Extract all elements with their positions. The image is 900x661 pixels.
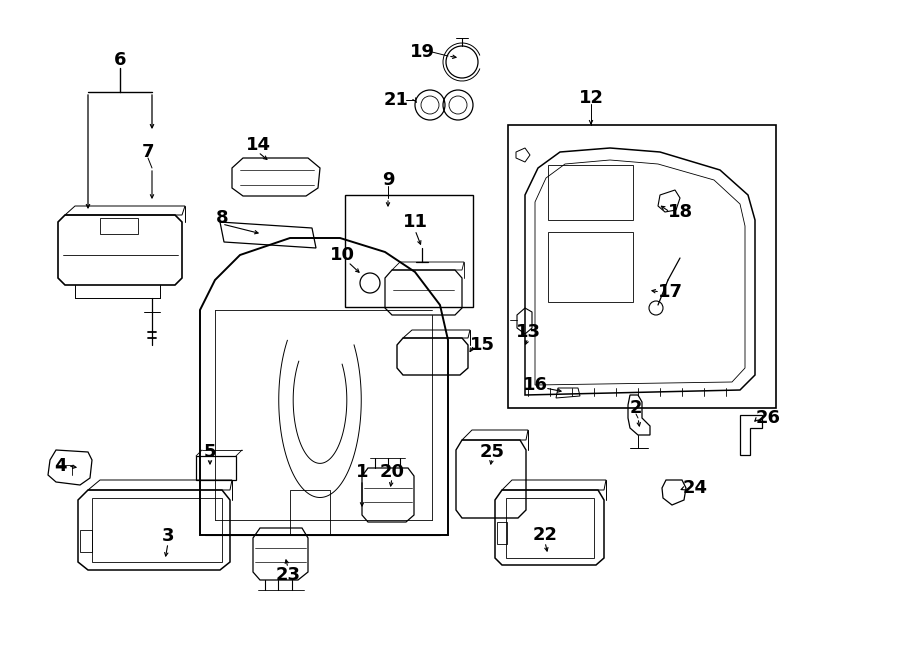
Text: 26: 26 (755, 409, 780, 427)
Bar (497, 522, 507, 544)
Bar (506, 498, 594, 558)
Text: 5: 5 (203, 443, 216, 461)
Text: 11: 11 (402, 213, 428, 231)
Text: 25: 25 (480, 443, 505, 461)
Text: 23: 23 (275, 566, 301, 584)
Text: 2: 2 (630, 399, 643, 417)
Text: 3: 3 (162, 527, 175, 545)
Text: 9: 9 (382, 171, 394, 189)
Bar (345, 195, 473, 307)
Bar (548, 165, 633, 220)
Bar (92, 498, 222, 562)
Text: 24: 24 (682, 479, 707, 497)
Text: 12: 12 (579, 89, 604, 107)
Bar (548, 232, 633, 302)
Text: 15: 15 (470, 336, 494, 354)
Bar (80, 530, 92, 552)
Text: 14: 14 (246, 136, 271, 154)
Text: 19: 19 (410, 43, 435, 61)
Text: 7: 7 (142, 143, 154, 161)
Text: 10: 10 (329, 246, 355, 264)
Text: 18: 18 (668, 203, 693, 221)
Bar (508, 125, 776, 408)
Text: 8: 8 (216, 209, 229, 227)
Text: 20: 20 (380, 463, 404, 481)
Bar (100, 218, 138, 234)
Text: 21: 21 (383, 91, 409, 109)
Text: 22: 22 (533, 526, 557, 544)
Text: 16: 16 (523, 376, 547, 394)
Bar (196, 456, 236, 480)
Text: 4: 4 (54, 457, 67, 475)
Text: 13: 13 (516, 323, 541, 341)
Text: 1: 1 (356, 463, 368, 481)
Text: 6: 6 (113, 51, 126, 69)
Text: 17: 17 (658, 283, 682, 301)
